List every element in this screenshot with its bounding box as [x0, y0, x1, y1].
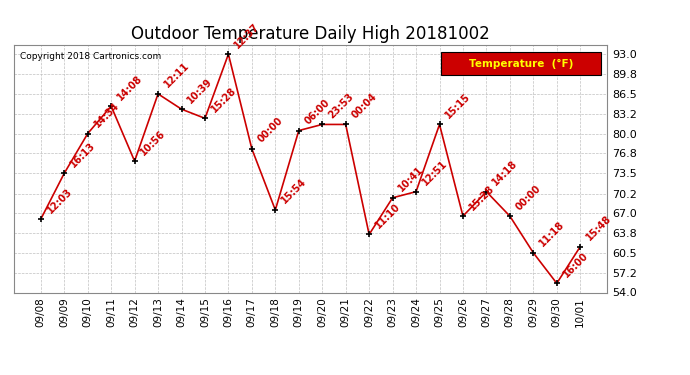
- Text: 12:11: 12:11: [162, 61, 191, 90]
- Text: 15:48: 15:48: [584, 213, 613, 243]
- Text: 15:28: 15:28: [467, 183, 496, 212]
- Text: 16:13: 16:13: [68, 140, 97, 169]
- Text: 12:03: 12:03: [45, 186, 74, 215]
- Text: 15:15: 15:15: [444, 91, 473, 120]
- Text: 11:18: 11:18: [538, 219, 566, 249]
- Text: 06:00: 06:00: [303, 98, 332, 126]
- Text: 14:34: 14:34: [92, 100, 121, 129]
- Text: 00:00: 00:00: [514, 183, 543, 212]
- Text: 12:37: 12:37: [233, 21, 262, 50]
- Text: 10:41: 10:41: [397, 165, 426, 194]
- Text: 16:00: 16:00: [561, 250, 590, 279]
- Text: 15:28: 15:28: [209, 85, 238, 114]
- Bar: [441, 53, 601, 75]
- Text: 12:51: 12:51: [420, 159, 449, 188]
- Text: Temperature  (°F): Temperature (°F): [469, 58, 573, 69]
- Text: 14:08: 14:08: [115, 73, 144, 102]
- Text: 11:10: 11:10: [373, 201, 402, 230]
- Title: Outdoor Temperature Daily High 20181002: Outdoor Temperature Daily High 20181002: [131, 26, 490, 44]
- Text: 10:39: 10:39: [186, 76, 215, 105]
- Text: 15:54: 15:54: [279, 177, 308, 206]
- Text: 14:18: 14:18: [491, 158, 520, 188]
- Text: Copyright 2018 Cartronics.com: Copyright 2018 Cartronics.com: [20, 53, 161, 62]
- Text: 00:00: 00:00: [256, 116, 285, 145]
- Text: 23:53: 23:53: [326, 91, 355, 120]
- Text: 10:56: 10:56: [139, 128, 168, 157]
- Text: 00:04: 00:04: [350, 91, 379, 120]
